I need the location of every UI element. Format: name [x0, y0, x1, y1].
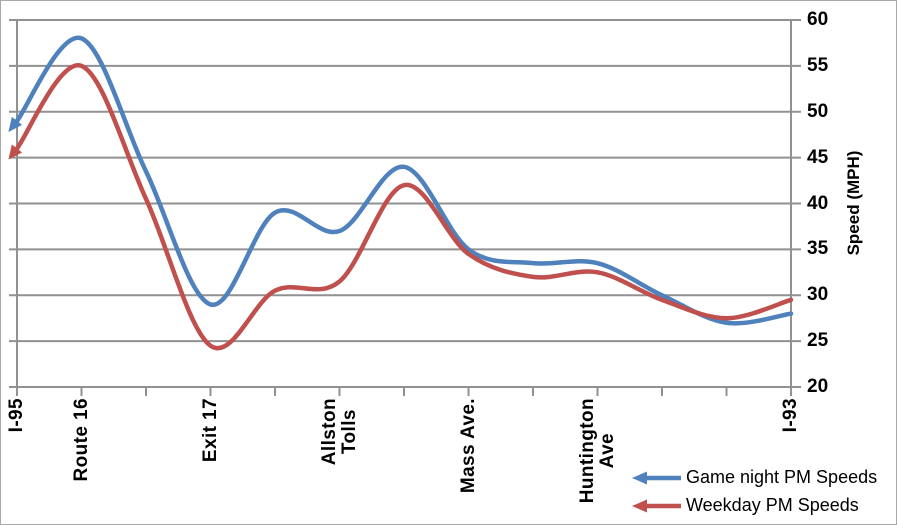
- x-tick-label: I-93: [780, 398, 815, 432]
- legend-label-game-night: Game night PM Speeds: [686, 467, 878, 487]
- x-tick-label-text: I-95: [6, 398, 27, 433]
- y-tick-label: 20: [807, 376, 829, 397]
- x-tick-label: Exit 17: [200, 398, 265, 462]
- x-tick-label: Huntington Ave: [577, 398, 683, 503]
- left-arrow-icon: [632, 471, 681, 484]
- left-arrow-icon: [632, 499, 681, 512]
- y-axis-title: Speed (MPH): [844, 150, 863, 256]
- x-tick-label-text: Exit 17: [199, 398, 221, 463]
- series-line-game-night-pm-speeds: [14, 35, 794, 326]
- series-start-arrow-weekday-pm-speeds: [8, 144, 23, 160]
- x-tick-label-text: Huntington Ave: [576, 398, 618, 504]
- y-tick-label: 30: [807, 284, 829, 306]
- y-tick-label: 40: [807, 192, 829, 214]
- series-line-weekday-pm-speeds: [14, 63, 794, 351]
- x-tick-label-text: I-93: [780, 398, 801, 433]
- y-tick-label: 50: [807, 100, 829, 122]
- series-start-arrow-game-night-pm-speeds: [8, 116, 23, 132]
- x-tick-label: Allston Tolls: [319, 398, 387, 465]
- x-tick-label-text: Allston Tolls: [318, 398, 360, 466]
- x-tick-label: Mass Ave.: [458, 398, 554, 493]
- legend-item-game-night: Game night PM Speeds: [631, 467, 877, 488]
- y-tick-label: 25: [807, 330, 829, 352]
- legend-item-weekday: Weekday PM Speeds: [631, 495, 877, 516]
- x-tick-label-text: Mass Ave.: [457, 398, 479, 494]
- x-tick-label: I-95: [6, 398, 41, 432]
- legend-label-weekday: Weekday PM Speeds: [686, 495, 859, 515]
- y-tick-label: 60: [807, 9, 829, 30]
- x-tick-label: Route 16: [71, 398, 155, 481]
- y-tick-label: 35: [807, 238, 829, 260]
- legend: Game night PM Speeds Weekday PM Speeds: [631, 467, 877, 516]
- y-tick-label: 45: [807, 146, 829, 168]
- y-tick-label: 55: [807, 54, 829, 76]
- x-tick-label-text: Route 16: [70, 398, 92, 482]
